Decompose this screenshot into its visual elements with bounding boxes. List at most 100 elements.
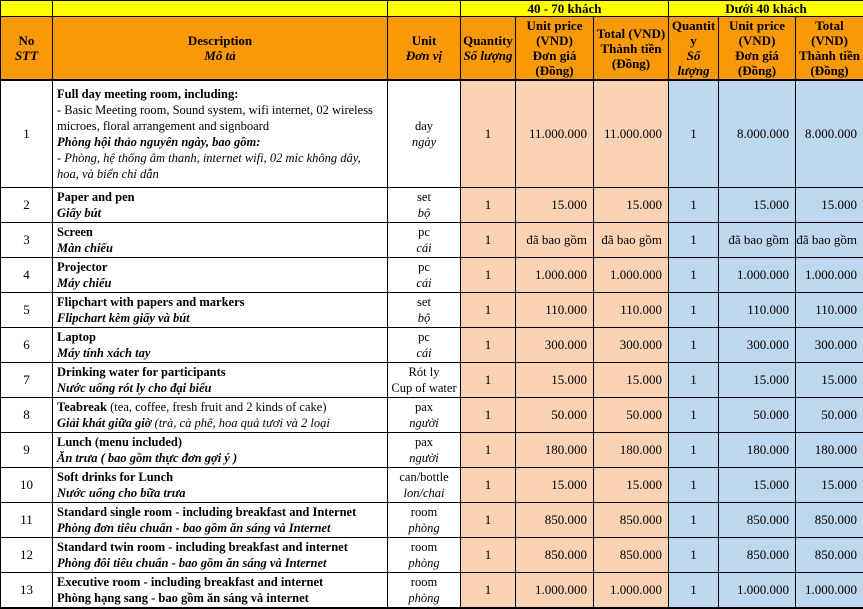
row-number-cell[interactable]: 6 [1, 327, 53, 362]
total-cell[interactable]: 15.000 [796, 187, 863, 222]
col-header-total-g1[interactable]: Total (VND) Thành tiền (Đồng) [594, 17, 669, 81]
total-cell[interactable]: 15.000 [796, 467, 863, 502]
col-header-description[interactable]: Description Mô tả [53, 17, 388, 81]
unit-price-cell[interactable]: 300.000 [516, 327, 594, 362]
quantity-cell[interactable]: 1 [669, 397, 719, 432]
quantity-cell[interactable]: 1 [669, 187, 719, 222]
total-cell[interactable]: 850.000 [796, 502, 863, 537]
quantity-cell[interactable]: 1 [461, 537, 516, 572]
unit-price-cell[interactable]: 850.000 [516, 537, 594, 572]
unit-price-cell[interactable]: 8.000.000 [719, 80, 796, 187]
quantity-cell[interactable]: 1 [461, 572, 516, 608]
unit-price-cell[interactable]: 15.000 [719, 187, 796, 222]
quantity-cell[interactable]: 1 [461, 187, 516, 222]
unit-price-cell[interactable]: 50.000 [719, 397, 796, 432]
unit-price-cell[interactable]: 110.000 [516, 292, 594, 327]
col-header-unit[interactable]: Unit Đơn vị [388, 17, 461, 81]
total-cell[interactable]: đã bao gồm [594, 222, 669, 257]
description-cell[interactable]: Executive room - including breakfast and… [53, 572, 388, 608]
unit-price-cell[interactable]: 50.000 [516, 397, 594, 432]
unit-price-cell[interactable]: 11.000.000 [516, 80, 594, 187]
col-header-qty-g2[interactable]: Quantity Số lượng [669, 17, 719, 81]
total-cell[interactable]: 1.000.000 [594, 572, 669, 608]
col-header-qty-g1[interactable]: Quantity Số lượng [461, 17, 516, 81]
total-cell[interactable]: 15.000 [594, 362, 669, 397]
description-cell[interactable]: Standard twin room - including breakfast… [53, 537, 388, 572]
total-cell[interactable]: 8.000.000 [796, 80, 863, 187]
quantity-cell[interactable]: 1 [461, 362, 516, 397]
unit-price-cell[interactable]: 1.000.000 [719, 572, 796, 608]
col-header-unit-price-g1[interactable]: Unit price (VND) Đơn giá (Đồng) [516, 17, 594, 81]
row-number-cell[interactable]: 5 [1, 292, 53, 327]
quantity-cell[interactable]: 1 [669, 257, 719, 292]
quantity-cell[interactable]: 1 [461, 327, 516, 362]
unit-price-cell[interactable]: 15.000 [516, 467, 594, 502]
quantity-cell[interactable]: 1 [461, 397, 516, 432]
description-cell[interactable]: Lunch (menu included)Ăn trưa ( bao gồm t… [53, 432, 388, 467]
unit-price-cell[interactable]: 110.000 [719, 292, 796, 327]
quantity-cell[interactable]: 1 [669, 362, 719, 397]
total-cell[interactable]: đã bao gồm [796, 222, 863, 257]
quantity-cell[interactable]: 1 [669, 80, 719, 187]
description-cell[interactable]: Full day meeting room, including:- Basic… [53, 80, 388, 187]
unit-price-cell[interactable]: 850.000 [516, 502, 594, 537]
description-cell[interactable]: Teabreak (tea, coffee, fresh fruit and 2… [53, 397, 388, 432]
unit-price-cell[interactable]: 180.000 [516, 432, 594, 467]
quantity-cell[interactable]: 1 [669, 537, 719, 572]
corner-cell-description[interactable] [53, 1, 388, 17]
total-cell[interactable]: 180.000 [796, 432, 863, 467]
unit-price-cell[interactable]: 15.000 [719, 467, 796, 502]
total-cell[interactable]: 110.000 [796, 292, 863, 327]
group-header-40-70[interactable]: 40 - 70 khách [461, 1, 669, 17]
quantity-cell[interactable]: 1 [669, 502, 719, 537]
total-cell[interactable]: 850.000 [594, 537, 669, 572]
quantity-cell[interactable]: 1 [461, 432, 516, 467]
row-number-cell[interactable]: 13 [1, 572, 53, 608]
total-cell[interactable]: 1.000.000 [594, 257, 669, 292]
quantity-cell[interactable]: 1 [461, 257, 516, 292]
total-cell[interactable]: 110.000 [594, 292, 669, 327]
row-number-cell[interactable]: 11 [1, 502, 53, 537]
quantity-cell[interactable]: 1 [669, 222, 719, 257]
row-number-cell[interactable]: 4 [1, 257, 53, 292]
row-number-cell[interactable]: 12 [1, 537, 53, 572]
row-number-cell[interactable]: 7 [1, 362, 53, 397]
corner-cell-unit[interactable] [388, 1, 461, 17]
total-cell[interactable]: 850.000 [796, 537, 863, 572]
col-header-no[interactable]: No STT [1, 17, 53, 81]
row-number-cell[interactable]: 1 [1, 80, 53, 187]
unit-price-cell[interactable]: 15.000 [719, 362, 796, 397]
quantity-cell[interactable]: 1 [669, 292, 719, 327]
total-cell[interactable]: 850.000 [594, 502, 669, 537]
group-header-under-40[interactable]: Dưới 40 khách [669, 1, 863, 17]
total-cell[interactable]: 15.000 [594, 467, 669, 502]
total-cell[interactable]: 50.000 [594, 397, 669, 432]
row-number-cell[interactable]: 9 [1, 432, 53, 467]
unit-price-cell[interactable]: đã bao gồm [516, 222, 594, 257]
row-number-cell[interactable]: 10 [1, 467, 53, 502]
total-cell[interactable]: 300.000 [594, 327, 669, 362]
quantity-cell[interactable]: 1 [461, 222, 516, 257]
description-cell[interactable]: Standard single room - including breakfa… [53, 502, 388, 537]
unit-price-cell[interactable]: 1.000.000 [516, 257, 594, 292]
quantity-cell[interactable]: 1 [669, 467, 719, 502]
quantity-cell[interactable]: 1 [669, 432, 719, 467]
quantity-cell[interactable]: 1 [461, 292, 516, 327]
unit-price-cell[interactable]: 850.000 [719, 537, 796, 572]
total-cell[interactable]: 15.000 [796, 362, 863, 397]
